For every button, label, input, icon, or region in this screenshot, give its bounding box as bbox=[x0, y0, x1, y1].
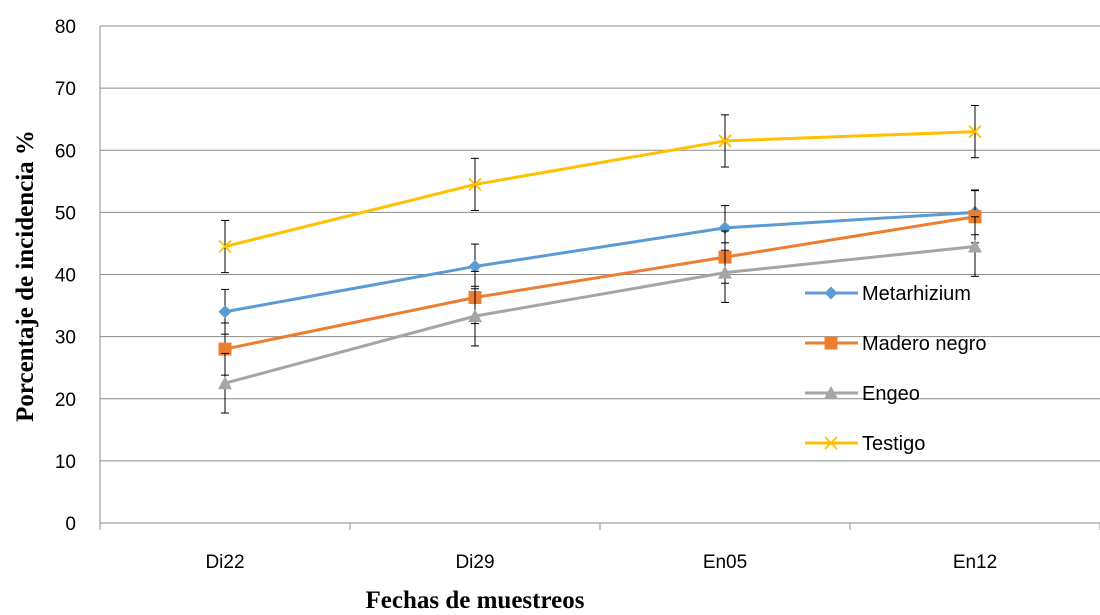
series-engeo bbox=[218, 216, 982, 414]
grid-layer bbox=[100, 25, 1100, 462]
y-tick-label-50: 50 bbox=[55, 203, 76, 224]
legend-marker-engeo bbox=[824, 386, 838, 399]
data-point-engeo-2 bbox=[718, 265, 732, 279]
x-tick-label-Di29: Di29 bbox=[455, 552, 494, 573]
x-axis-title: Fechas de muestreos bbox=[366, 587, 585, 614]
data-point-metarhizium-0 bbox=[218, 305, 232, 319]
data-point-testigo-1 bbox=[468, 177, 482, 192]
data-point-testigo-0-stroke-b bbox=[218, 239, 232, 254]
y-tick-label-20: 20 bbox=[55, 390, 76, 411]
data-point-testigo-3-stroke-b bbox=[968, 124, 982, 139]
y-tick-label-80: 80 bbox=[55, 17, 76, 38]
y-tick-label-0: 0 bbox=[65, 514, 76, 535]
series-line-madero-negro bbox=[224, 215, 976, 351]
series-metarhizium bbox=[218, 189, 982, 335]
legend-item-madero-negro: Madero negro bbox=[805, 333, 987, 355]
data-point-metarhizium-1 bbox=[468, 259, 482, 273]
legend-label-madero-negro: Madero negro bbox=[862, 333, 987, 355]
legend-label-metarhizium: Metarhizium bbox=[862, 283, 971, 305]
series-layer bbox=[218, 105, 982, 414]
data-point-madero-negro-0 bbox=[218, 342, 232, 356]
y-tick-label-60: 60 bbox=[55, 141, 76, 162]
legend-item-metarhizium: Metarhizium bbox=[805, 283, 971, 305]
legend-marker-madero-negro bbox=[824, 336, 838, 350]
legend: Metarhizium Madero negro Engeo Testigo bbox=[805, 283, 987, 455]
y-axis-title: Porcentaje de incidencia % bbox=[12, 130, 39, 422]
data-point-testigo-1-stroke-b bbox=[468, 177, 482, 192]
legend-item-testigo: Testigo bbox=[805, 433, 925, 455]
axis-layer: 0 10 20 30 40 50 60 70 80 Di22 Di29 En05 En12 bbox=[55, 17, 1100, 573]
series-testigo bbox=[218, 105, 982, 274]
y-tick-label-10: 10 bbox=[55, 452, 76, 473]
x-tick-label-En12: En12 bbox=[953, 552, 997, 573]
data-point-testigo-2-stroke-b bbox=[718, 134, 732, 148]
x-tick-label-En05: En05 bbox=[703, 552, 747, 573]
legend-label-testigo: Testigo bbox=[862, 433, 925, 455]
data-point-engeo-0 bbox=[218, 376, 232, 390]
legend-marker-metarhizium bbox=[824, 286, 838, 300]
y-tick-label-40: 40 bbox=[55, 266, 76, 287]
series-line-metarhizium bbox=[224, 210, 976, 314]
series-line-testigo bbox=[224, 130, 976, 248]
data-point-testigo-0 bbox=[218, 239, 232, 254]
x-tick-label-Di22: Di22 bbox=[205, 552, 244, 573]
data-point-engeo-1 bbox=[468, 309, 482, 323]
legend-marker-testigo bbox=[824, 436, 838, 450]
legend-item-engeo: Engeo bbox=[805, 383, 920, 405]
data-point-engeo-3 bbox=[968, 239, 982, 253]
data-point-testigo-3 bbox=[968, 124, 982, 139]
legend-label-engeo: Engeo bbox=[862, 383, 920, 405]
y-tick-label-30: 30 bbox=[55, 328, 76, 349]
y-tick-label-70: 70 bbox=[55, 79, 76, 100]
data-point-testigo-2 bbox=[718, 134, 732, 148]
legend-marker-testigo-stroke-b bbox=[824, 436, 838, 450]
series-line-engeo bbox=[224, 245, 976, 385]
